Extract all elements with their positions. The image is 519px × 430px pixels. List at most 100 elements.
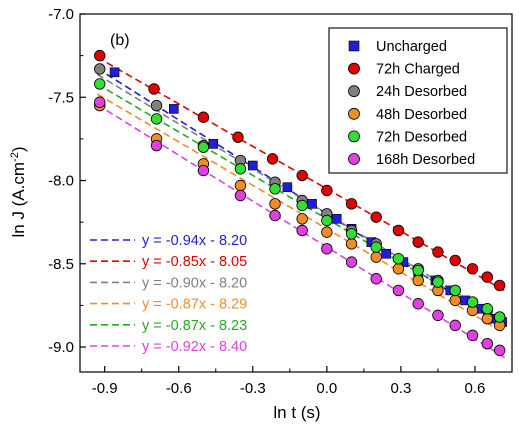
data-point-circle: [321, 184, 333, 197]
data-point-circle: [150, 99, 163, 112]
data-point-circle: [269, 198, 281, 210]
legend-label: 72h Desorbed: [376, 129, 467, 145]
data-point-square: [109, 67, 120, 78]
data-point-circle: [148, 83, 160, 95]
data-point-circle: [432, 309, 444, 322]
x-tick-label: 0.3: [390, 380, 411, 397]
equation-label: y = -0.85x - 8.05: [142, 254, 247, 270]
data-point-circle: [493, 311, 506, 323]
data-point-square: [282, 182, 293, 192]
data-point-circle: [370, 273, 382, 285]
data-point-circle: [449, 254, 461, 267]
data-point-circle: [345, 198, 358, 210]
y-tick-label: -8.5: [48, 256, 74, 273]
y-tick-label: -7.0: [48, 6, 74, 23]
data-point-circle: [466, 296, 479, 308]
data-points: [94, 49, 507, 357]
data-point-circle: [481, 271, 494, 283]
data-point-circle: [345, 228, 358, 240]
data-point-circle: [321, 214, 333, 227]
data-point-circle: [493, 344, 506, 357]
data-point-circle: [296, 224, 308, 237]
data-point-circle: [466, 263, 479, 275]
data-point-circle: [392, 224, 405, 237]
data-point-circle: [481, 337, 494, 350]
equation-label: y = -0.92x - 8.40: [142, 339, 247, 355]
x-tick-label: 0.0: [316, 380, 337, 397]
x-tick-label: -0.9: [92, 380, 118, 397]
equation-label: y = -0.90x - 8.20: [142, 275, 247, 291]
data-point-circle: [493, 279, 506, 292]
x-tick-label: -0.3: [240, 380, 266, 397]
y-axis-title-close: ): [9, 146, 28, 152]
data-point-circle: [481, 303, 494, 315]
data-point-square: [248, 160, 258, 171]
data-point-circle: [321, 243, 333, 255]
legend-marker-circle: [348, 130, 360, 143]
legend: Uncharged 72h Charged 24h Desorbed 48h Deso…: [328, 27, 508, 174]
data-point-square: [331, 214, 342, 224]
data-point-circle: [412, 274, 424, 287]
x-tick-label: -0.6: [166, 380, 192, 397]
data-point-circle: [345, 256, 358, 268]
data-point-circle: [412, 236, 424, 248]
data-point-circle: [234, 163, 247, 175]
data-point-circle: [197, 141, 210, 153]
y-tick-label: -9.0: [48, 339, 74, 356]
data-point-circle: [370, 211, 382, 223]
data-point-circle: [370, 241, 382, 253]
legend-marker-circle: [348, 153, 360, 165]
data-point-circle: [150, 113, 163, 125]
data-point-circle: [481, 313, 494, 325]
axis-ticks: -0.9 -0.6 -0.3 0.0 0.3 0.6 -9.0 -8.5 -8.0 -7.5 -7.…: [48, 6, 485, 397]
legend-marker-circle: [348, 107, 360, 120]
data-point-circle: [321, 226, 333, 238]
y-axis-title-sup: -2: [9, 152, 21, 162]
data-point-circle: [392, 284, 405, 297]
y-tick-label: -7.5: [48, 89, 74, 106]
legend-marker-square: [348, 40, 360, 52]
legend-label: 24h Desorbed: [376, 84, 467, 100]
data-point-circle: [449, 294, 461, 307]
equation-label: y = -0.87x - 8.29: [142, 297, 247, 313]
legend-box: [328, 27, 508, 174]
legend-label: 72h Charged: [376, 62, 460, 78]
data-point-square: [381, 248, 391, 259]
data-point-circle: [392, 253, 405, 265]
data-point-circle: [197, 164, 210, 177]
data-point-circle: [449, 284, 461, 297]
data-point-circle: [370, 251, 382, 263]
data-point-circle: [266, 153, 279, 165]
legend-label: 168h Desorbed: [376, 152, 475, 168]
data-point-circle: [345, 238, 358, 250]
x-tick-label: 0.6: [465, 380, 486, 397]
data-point-square: [307, 199, 317, 209]
data-point-circle: [432, 246, 444, 258]
data-point-circle: [412, 264, 424, 277]
data-point-circle: [296, 199, 308, 212]
data-point-circle: [449, 319, 461, 332]
data-point-circle: [466, 329, 479, 342]
y-axis-title-main: ln J (A.cm: [9, 162, 28, 238]
y-tick-label: -8.0: [48, 173, 74, 190]
data-point-square: [169, 104, 179, 114]
legend-label: Uncharged: [376, 39, 447, 55]
data-point-square: [208, 139, 219, 149]
data-point-circle: [94, 63, 106, 75]
plot-frame: [79, 13, 513, 373]
data-point-circle: [296, 169, 308, 182]
y-axis-title: ln J (A.cm-2): [9, 146, 28, 237]
legend-label: 48h Desorbed: [376, 107, 467, 123]
data-point-circle: [94, 96, 106, 108]
data-point-circle: [269, 209, 281, 222]
data-point-circle: [412, 298, 424, 310]
data-point-circle: [392, 263, 405, 275]
panel-label: (b): [110, 32, 130, 49]
x-axis-title: ln t (s): [273, 403, 320, 422]
data-point-circle: [296, 213, 308, 225]
data-point-circle: [94, 49, 106, 62]
legend-marker-circle: [348, 85, 360, 98]
data-point-circle: [234, 179, 247, 192]
data-point-circle: [197, 111, 210, 123]
data-point-circle: [234, 189, 247, 202]
